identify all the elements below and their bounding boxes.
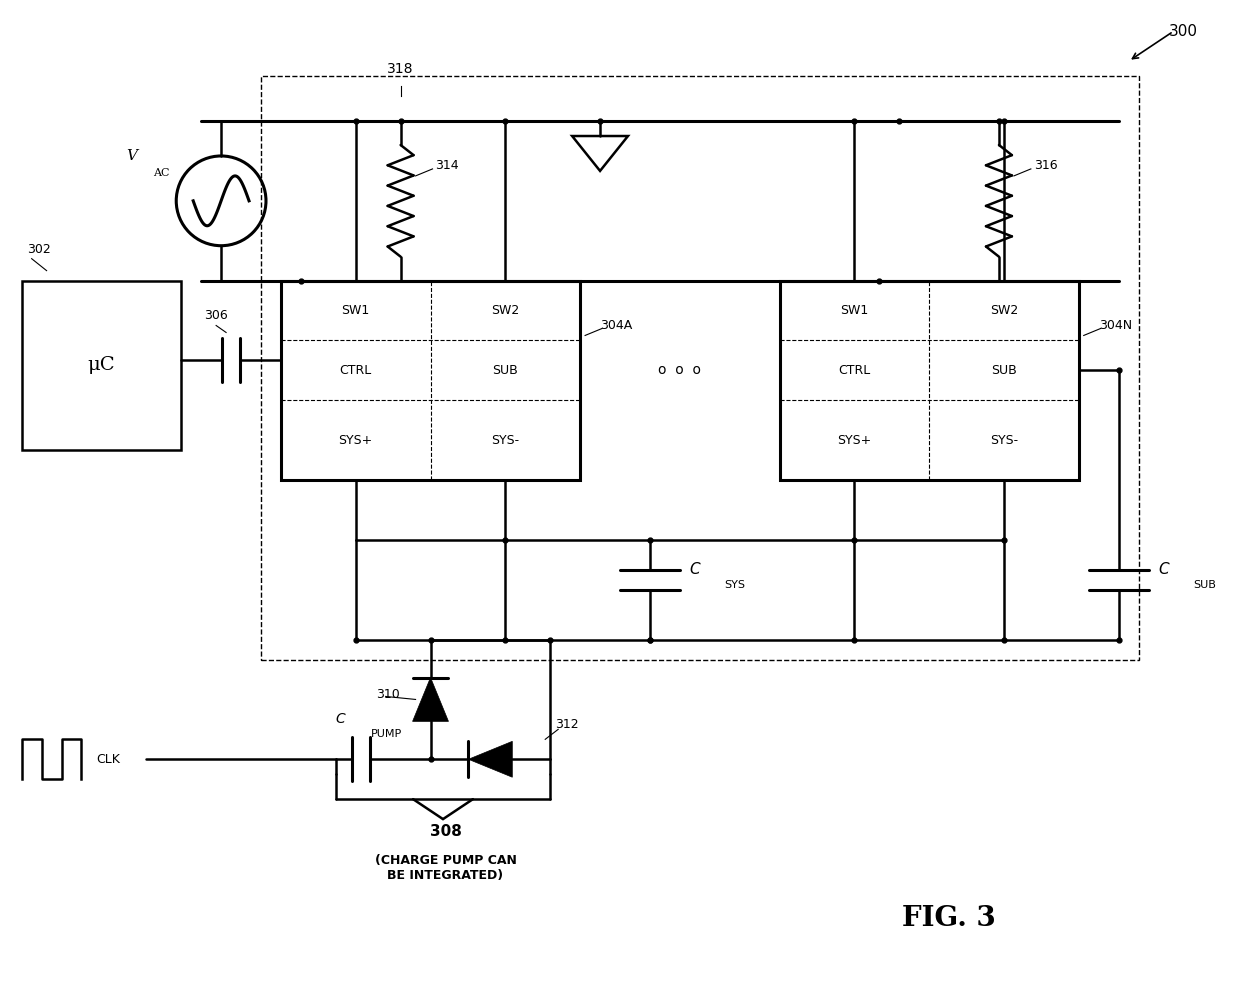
Polygon shape	[469, 741, 512, 777]
Text: (CHARGE PUMP CAN
BE INTEGRATED): (CHARGE PUMP CAN BE INTEGRATED)	[374, 854, 516, 882]
Text: 302: 302	[26, 243, 51, 256]
Text: SYS+: SYS+	[837, 434, 872, 447]
Text: 304N: 304N	[1099, 319, 1132, 332]
Bar	[780, 281, 1079, 480]
Text: C: C	[689, 562, 701, 577]
Text: SYS-: SYS-	[990, 434, 1018, 447]
Text: SYS+: SYS+	[339, 434, 373, 447]
Text: SUB: SUB	[1193, 580, 1216, 590]
Polygon shape	[413, 678, 449, 721]
Text: SW2: SW2	[990, 304, 1018, 317]
Text: SW1: SW1	[341, 304, 370, 317]
Text: CTRL: CTRL	[340, 364, 372, 377]
Text: 308: 308	[429, 824, 461, 839]
Text: SYS-: SYS-	[491, 434, 520, 447]
Text: PUMP: PUMP	[371, 729, 402, 739]
Text: o  o  o: o o o	[658, 363, 702, 377]
Text: SUB: SUB	[991, 364, 1017, 377]
Text: SUB: SUB	[492, 364, 518, 377]
Text: 314: 314	[435, 159, 459, 172]
Text: CTRL: CTRL	[838, 364, 870, 377]
Text: μC: μC	[88, 356, 115, 374]
Text: 304A: 304A	[600, 319, 632, 332]
Text: CLK: CLK	[97, 753, 120, 766]
Text: C: C	[336, 712, 346, 726]
Text: SW1: SW1	[841, 304, 868, 317]
Text: V: V	[126, 149, 136, 163]
Text: 316: 316	[1034, 159, 1058, 172]
Text: AC: AC	[153, 168, 170, 178]
Text: 312: 312	[556, 718, 579, 731]
Text: 310: 310	[376, 688, 399, 701]
Text: 306: 306	[205, 309, 228, 322]
Text: SYS: SYS	[724, 580, 745, 590]
Bar	[281, 281, 580, 480]
Text: FIG. 3: FIG. 3	[903, 905, 996, 932]
Bar	[21, 281, 181, 450]
Text: 318: 318	[387, 62, 414, 76]
Text: SW2: SW2	[491, 304, 520, 317]
Bar	[260, 76, 1138, 660]
Text: 300: 300	[1168, 24, 1198, 39]
Text: C: C	[1158, 562, 1169, 577]
